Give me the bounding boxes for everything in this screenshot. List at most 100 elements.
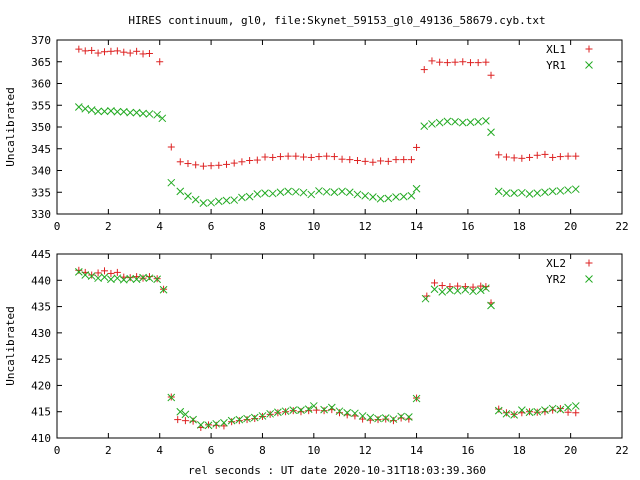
data-point <box>199 162 207 170</box>
panel-top: 0 2 4 6 8 10 12 14 16 18 20 22 330 335 340 345 350 355 360… <box>4 34 629 233</box>
x-tick-label: 0 <box>54 444 61 457</box>
data-point <box>284 187 292 196</box>
y-axis-label: Uncalibrated <box>4 306 17 385</box>
data-point <box>238 193 246 202</box>
data-point <box>107 275 115 284</box>
data-point <box>184 160 192 168</box>
data-point <box>315 153 323 161</box>
data-point <box>81 104 90 113</box>
data-point <box>482 284 490 293</box>
data-point <box>212 419 221 428</box>
data-point <box>423 292 431 300</box>
data-point <box>323 152 331 160</box>
data-point <box>307 153 315 161</box>
data-point <box>113 268 121 276</box>
data-point <box>343 408 352 417</box>
data-point <box>189 417 197 425</box>
data-point <box>235 417 243 425</box>
data-point <box>145 273 153 281</box>
data-point <box>145 110 154 118</box>
data-point <box>549 153 557 161</box>
data-point <box>220 422 228 430</box>
data-point <box>482 117 490 125</box>
data-point <box>174 416 182 424</box>
data-point <box>495 151 503 159</box>
x-tick-label: 10 <box>307 444 320 457</box>
x-tick-label: 6 <box>208 444 215 457</box>
data-point <box>564 408 572 416</box>
x-tick-label: 4 <box>156 444 163 457</box>
data-point <box>126 274 135 283</box>
x-tick-label: 14 <box>410 220 424 233</box>
data-point <box>374 414 382 423</box>
data-point <box>353 156 361 164</box>
data-point <box>266 409 275 418</box>
data-point <box>361 157 369 165</box>
data-point <box>548 404 557 413</box>
data-point <box>412 184 421 193</box>
data-point <box>88 46 96 54</box>
data-point <box>307 190 316 199</box>
data-point <box>564 152 572 160</box>
legend-marker <box>585 61 593 69</box>
data-point <box>81 47 89 55</box>
data-point <box>366 413 375 422</box>
x-tick-label: 2 <box>105 220 112 233</box>
data-point <box>474 117 483 126</box>
data-point <box>320 405 328 414</box>
data-point <box>451 117 459 126</box>
data-point <box>107 269 115 277</box>
data-point <box>94 49 102 57</box>
data-point <box>289 406 298 414</box>
data-point <box>556 153 564 161</box>
data-point <box>159 285 168 294</box>
data-point <box>461 285 470 294</box>
x-tick-label: 10 <box>307 220 320 233</box>
data-point <box>330 153 338 161</box>
data-point <box>458 118 467 127</box>
data-point <box>446 286 454 295</box>
data-point <box>246 156 254 164</box>
data-point <box>220 418 228 427</box>
data-point <box>453 286 462 295</box>
data-point <box>346 156 354 164</box>
data-point <box>304 405 313 413</box>
x-tick-label: 14 <box>410 444 424 457</box>
series-yr2 <box>74 268 580 430</box>
data-point <box>454 282 462 290</box>
data-point <box>126 108 135 117</box>
data-point <box>192 161 200 169</box>
data-point <box>305 407 313 415</box>
data-point <box>361 191 370 200</box>
data-point <box>222 196 231 205</box>
data-point <box>556 405 564 413</box>
data-point <box>502 153 510 161</box>
data-point <box>525 408 534 417</box>
data-point <box>474 59 482 67</box>
data-point <box>100 273 109 281</box>
data-point <box>126 49 134 57</box>
chart-title: HIRES continuum, gl0, file:Skynet_59153_… <box>128 14 545 27</box>
data-point <box>517 406 526 414</box>
data-point <box>235 415 244 424</box>
data-point <box>167 393 176 402</box>
data-point <box>228 418 236 426</box>
data-point <box>571 185 580 194</box>
data-point <box>87 106 96 114</box>
data-point <box>196 421 205 429</box>
data-point <box>541 406 549 414</box>
data-point <box>300 153 308 161</box>
data-point <box>101 267 109 275</box>
data-point <box>258 412 267 420</box>
data-point <box>548 187 557 196</box>
data-point <box>207 162 215 170</box>
data-point <box>119 107 128 116</box>
legend-marker <box>585 45 593 53</box>
y-tick-label: 365 <box>31 56 51 69</box>
data-point <box>284 152 292 160</box>
data-point <box>189 415 197 424</box>
data-point <box>358 412 367 420</box>
data-point <box>297 408 305 416</box>
y-tick-label: 425 <box>31 353 51 366</box>
data-point <box>261 189 269 197</box>
